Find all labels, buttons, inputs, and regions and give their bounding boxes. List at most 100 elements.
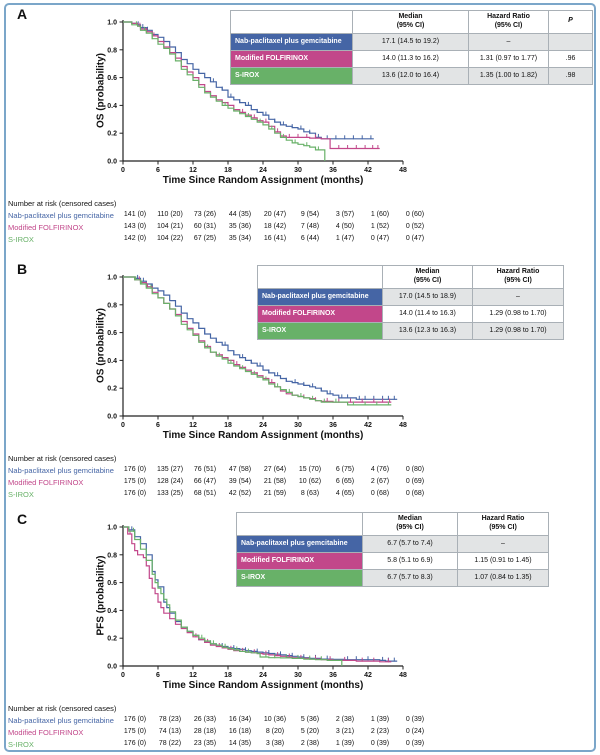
y-tick-label: 0.2 [107,636,117,643]
at-risk-value: 0 (24) [405,728,425,735]
table-cell: 5.8 (5.1 to 6.9) [362,551,458,570]
table-cell: .96 [548,49,593,68]
at-risk-value: 0 (39) [370,740,390,747]
at-risk-value: 7 (48) [300,223,320,230]
at-risk-value: 4 (76) [370,466,390,473]
at-risk-value: 175 (0) [123,478,147,485]
y-tick-label: 1.0 [107,525,117,532]
table-header-cell: Median (95% CI) [352,10,469,34]
at-risk-value: 47 (58) [228,466,252,473]
at-risk-value: 6 (65) [335,478,355,485]
panel-letter: A [17,6,28,22]
table-cell: 1.35 (1.00 to 1.82) [468,66,549,85]
table-cell: 6.7 (5.7 to 7.4) [362,534,458,553]
at-risk-block: Number at risk (censored cases) Nab-pacl… [0,700,600,755]
series-label-cell: S-IROX [236,568,363,587]
at-risk-value: 76 (51) [193,466,217,473]
at-risk-row: Nab-paclitaxel plus gemcitabine 176 (0) 13… [0,466,600,477]
at-risk-series-label: Modified FOLFIRINOX [8,478,84,487]
at-risk-value: 67 (25) [193,235,217,242]
at-risk-value: 1 (39) [370,716,390,723]
at-risk-title: Number at risk (censored cases) [8,704,117,713]
at-risk-value: 0 (60) [405,211,425,218]
y-tick-label: 0.6 [107,580,117,587]
at-risk-value: 14 (35) [228,740,252,747]
y-tick-label: 0.4 [107,358,117,365]
at-risk-value: 0 (68) [370,490,390,497]
series-label-cell: Modified FOLFIRINOX [257,304,383,323]
at-risk-value: 9 (54) [300,211,320,218]
series-label-cell: Modified FOLFIRINOX [230,49,353,68]
table-cell [548,32,593,51]
at-risk-value: 4 (50) [335,223,355,230]
at-risk-value: 176 (0) [123,740,147,747]
at-risk-row: S-IROX 176 (0) 133 (25) 68 (51) 42 (52) 21 (5… [0,490,600,501]
at-risk-value: 74 (13) [158,728,182,735]
at-risk-value: 28 (18) [193,728,217,735]
at-risk-value: 23 (35) [193,740,217,747]
x-tick-label: 42 [364,167,372,174]
x-tick-label: 36 [329,672,337,679]
at-risk-value: 35 (34) [228,235,252,242]
at-risk-value: 143 (0) [123,223,147,230]
series-label-cell: Nab-paclitaxel plus gemcitabine [257,287,383,306]
table-row: S-IROX 6.7 (5.7 to 8.3) 1.07 (0.84 to 1.35… [236,568,549,587]
table-row: Modified FOLFIRINOX 14.0 (11.4 to 16.3) 1.… [257,304,564,323]
at-risk-value: 0 (80) [405,466,425,473]
at-risk-value: 3 (21) [335,728,355,735]
at-risk-value: 73 (26) [193,211,217,218]
table-header-row: Median (95% CI) Hazard Ratio (95% CI) [257,265,564,289]
y-tick-label: 0.8 [107,552,117,559]
at-risk-series-label: Nab-paclitaxel plus gemcitabine [8,211,114,220]
at-risk-title: Number at risk (censored cases) [8,199,117,208]
x-tick-label: 42 [364,422,372,429]
y-axis-label: PFS (probability) [95,555,107,636]
km-curve [123,526,343,666]
x-axis-label: Time Since Random Assignment (months) [162,680,364,691]
y-tick-label: 1.0 [107,20,117,27]
table-header-cell: Hazard Ratio (95% CI) [468,10,549,34]
at-risk-value: 60 (31) [193,223,217,230]
table-row: Modified FOLFIRINOX 5.8 (5.1 to 6.9) 1.15 … [236,551,549,570]
series-label-cell: Modified FOLFIRINOX [236,551,363,570]
table-cell: – [457,534,549,553]
at-risk-value: 35 (36) [228,223,252,230]
table-cell: 1.29 (0.98 to 1.70) [472,304,564,323]
x-tick-label: 18 [224,422,232,429]
at-risk-value: 128 (24) [156,478,184,485]
x-tick-label: 18 [224,672,232,679]
at-risk-value: 176 (0) [123,716,147,723]
x-tick-label: 12 [189,672,197,679]
y-tick-label: 0.0 [107,414,117,421]
x-tick-label: 0 [121,167,125,174]
table-header-cell: Median (95% CI) [362,512,458,536]
at-risk-value: 133 (25) [156,490,184,497]
table-cell: 17.0 (14.5 to 18.9) [382,287,473,306]
series-label-cell: S-IROX [230,66,353,85]
y-tick-label: 0.6 [107,330,117,337]
at-risk-value: 0 (47) [405,235,425,242]
at-risk-row: Nab-paclitaxel plus gemcitabine 141 (0) 11… [0,211,600,222]
at-risk-series-label: Nab-paclitaxel plus gemcitabine [8,466,114,475]
at-risk-value: 10 (62) [298,478,322,485]
y-tick-label: 0.8 [107,47,117,54]
km-plot: 0 6 12 18 24 30 36 42 48 1.0 0.8 0.6 0.4 0.2 0.0 [107,20,407,175]
at-risk-value: 3 (38) [265,740,285,747]
x-tick-label: 0 [121,422,125,429]
series-label-cell: Nab-paclitaxel plus gemcitabine [230,32,353,51]
at-risk-value: 1 (60) [370,211,390,218]
at-risk-value: 175 (0) [123,728,147,735]
x-tick-label: 30 [294,672,302,679]
panel-letter: C [17,511,28,527]
table-cell: 14.0 (11.4 to 16.3) [382,304,473,323]
at-risk-block: Number at risk (censored cases) Nab-pacl… [0,195,600,250]
at-risk-row: Modified FOLFIRINOX 175 (0) 74 (13) 28 (18)… [0,728,600,739]
x-tick-label: 6 [156,422,160,429]
at-risk-value: 141 (0) [123,211,147,218]
table-cell: 1.07 (0.84 to 1.35) [457,568,549,587]
at-risk-value: 21 (58) [263,478,287,485]
y-tick-label: 0.4 [107,608,117,615]
at-risk-series-label: S-IROX [8,740,34,749]
at-risk-value: 104 (22) [156,235,184,242]
at-risk-value: 66 (47) [193,478,217,485]
